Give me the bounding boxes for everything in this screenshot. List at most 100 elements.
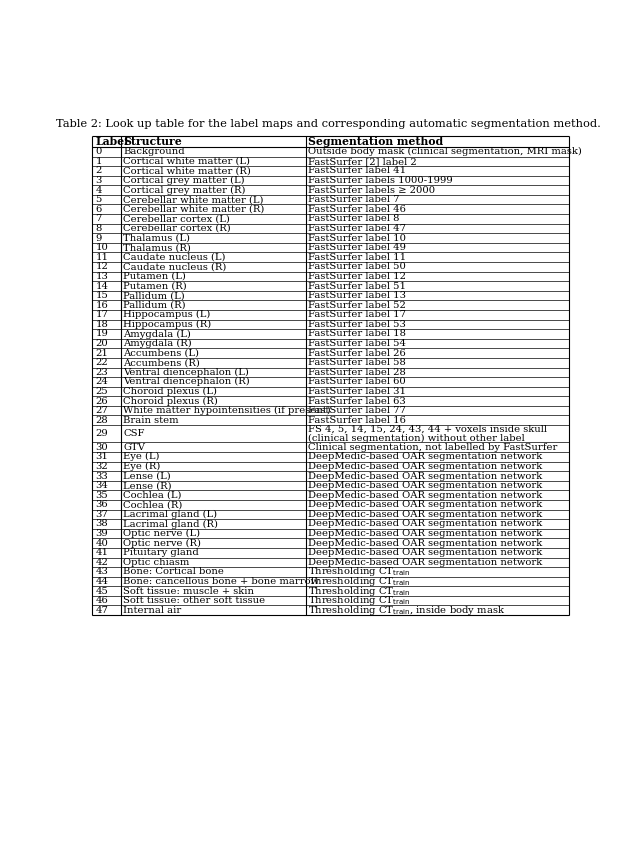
Text: 15: 15 <box>95 291 108 300</box>
Text: Pallidum (L): Pallidum (L) <box>123 291 185 300</box>
Text: FastSurfer label 46: FastSurfer label 46 <box>308 205 406 214</box>
Text: FastSurfer label 26: FastSurfer label 26 <box>308 349 405 358</box>
Text: 1: 1 <box>95 157 102 166</box>
Text: White matter hypointensities (if present): White matter hypointensities (if present… <box>123 406 331 415</box>
Text: Internal air: Internal air <box>123 606 181 615</box>
Text: Background: Background <box>123 148 185 156</box>
Text: Lense (L): Lense (L) <box>123 471 171 481</box>
Text: FastSurfer label 54: FastSurfer label 54 <box>308 339 406 348</box>
Text: FastSurfer label 51: FastSurfer label 51 <box>308 281 406 291</box>
Text: FastSurfer label 58: FastSurfer label 58 <box>308 358 406 367</box>
Text: Eye (R): Eye (R) <box>123 462 161 471</box>
Text: Putamen (R): Putamen (R) <box>123 281 187 291</box>
Text: 0: 0 <box>95 148 102 156</box>
Text: Choroid plexus (R): Choroid plexus (R) <box>123 397 218 405</box>
Text: FastSurfer label 52: FastSurfer label 52 <box>308 300 406 310</box>
Text: DeepMedic-based OAR segmentation network: DeepMedic-based OAR segmentation network <box>308 549 542 557</box>
Text: 46: 46 <box>95 596 108 605</box>
Text: 22: 22 <box>95 358 108 367</box>
Text: 31: 31 <box>95 452 108 461</box>
Text: 21: 21 <box>95 349 108 358</box>
Text: 14: 14 <box>95 281 108 291</box>
Text: 19: 19 <box>95 330 108 339</box>
Text: 37: 37 <box>95 510 108 519</box>
Text: 8: 8 <box>95 224 102 233</box>
Text: FastSurfer label 60: FastSurfer label 60 <box>308 378 405 386</box>
Text: Bone: cancellous bone + bone marrow: Bone: cancellous bone + bone marrow <box>123 577 319 586</box>
Text: 9: 9 <box>95 233 102 242</box>
Text: FastSurfer label 31: FastSurfer label 31 <box>308 387 406 396</box>
Text: Thresholding CT$_\mathrm{train}$: Thresholding CT$_\mathrm{train}$ <box>308 575 410 588</box>
Text: 42: 42 <box>95 558 108 567</box>
Text: Lacrimal gland (L): Lacrimal gland (L) <box>123 510 217 519</box>
Text: Cortical grey matter (L): Cortical grey matter (L) <box>123 176 244 185</box>
Text: Cerebellar white matter (R): Cerebellar white matter (R) <box>123 205 264 214</box>
Text: 30: 30 <box>95 443 108 451</box>
Text: 7: 7 <box>95 214 102 223</box>
Text: Pituitary gland: Pituitary gland <box>123 549 199 557</box>
Text: DeepMedic-based OAR segmentation network: DeepMedic-based OAR segmentation network <box>308 510 542 519</box>
Text: 13: 13 <box>95 272 108 281</box>
Text: 32: 32 <box>95 462 108 471</box>
Text: DeepMedic-based OAR segmentation network: DeepMedic-based OAR segmentation network <box>308 462 542 471</box>
Text: (clinical segmentation) without other label: (clinical segmentation) without other la… <box>308 434 524 443</box>
Text: Ventral diencephalon (L): Ventral diencephalon (L) <box>123 368 249 377</box>
Text: Accumbens (R): Accumbens (R) <box>123 358 200 367</box>
Text: Cortical grey matter (R): Cortical grey matter (R) <box>123 186 246 194</box>
Text: Thresholding CT$_\mathrm{train}$: Thresholding CT$_\mathrm{train}$ <box>308 585 410 597</box>
Text: FastSurfer label 12: FastSurfer label 12 <box>308 272 406 281</box>
Text: Ventral diencephalon (R): Ventral diencephalon (R) <box>123 378 250 386</box>
Text: FastSurfer label 17: FastSurfer label 17 <box>308 310 406 319</box>
Text: Cerebellar cortex (L): Cerebellar cortex (L) <box>123 214 230 223</box>
Text: FastSurfer label 16: FastSurfer label 16 <box>308 416 406 424</box>
Text: Optic nerve (L): Optic nerve (L) <box>123 529 200 538</box>
Text: 47: 47 <box>95 606 108 615</box>
Text: GTV: GTV <box>123 443 145 451</box>
Text: Amygdala (R): Amygdala (R) <box>123 339 192 348</box>
Text: DeepMedic-based OAR segmentation network: DeepMedic-based OAR segmentation network <box>308 490 542 500</box>
Text: 43: 43 <box>95 568 108 576</box>
Text: Thresholding CT$_\mathrm{train}$: Thresholding CT$_\mathrm{train}$ <box>308 595 410 608</box>
Text: Eye (L): Eye (L) <box>123 452 159 462</box>
Text: Pallidum (R): Pallidum (R) <box>123 300 186 310</box>
Text: 29: 29 <box>95 430 108 438</box>
Text: Cortical white matter (L): Cortical white matter (L) <box>123 157 250 166</box>
Text: 38: 38 <box>95 519 108 529</box>
Text: Cortical white matter (R): Cortical white matter (R) <box>123 167 251 175</box>
Text: 35: 35 <box>95 490 108 500</box>
Text: 41: 41 <box>95 549 108 557</box>
Text: Optic nerve (R): Optic nerve (R) <box>123 538 201 548</box>
Text: Optic chiasm: Optic chiasm <box>123 558 189 567</box>
Text: Cerebellar white matter (L): Cerebellar white matter (L) <box>123 195 264 204</box>
Text: 25: 25 <box>95 387 108 396</box>
Text: 6: 6 <box>95 205 102 214</box>
Text: 18: 18 <box>95 320 108 329</box>
Text: 24: 24 <box>95 378 108 386</box>
Text: Lense (R): Lense (R) <box>123 481 172 490</box>
Text: 34: 34 <box>95 481 108 490</box>
Text: Cochlea (L): Cochlea (L) <box>123 490 182 500</box>
Text: Segmentation method: Segmentation method <box>308 136 443 147</box>
Text: 33: 33 <box>95 471 108 481</box>
Text: FastSurfer label 7: FastSurfer label 7 <box>308 195 399 204</box>
Text: 27: 27 <box>95 406 108 415</box>
Text: FastSurfer label 49: FastSurfer label 49 <box>308 243 406 252</box>
Text: Lacrimal gland (R): Lacrimal gland (R) <box>123 519 218 529</box>
Text: 17: 17 <box>95 310 108 319</box>
Text: FastSurfer [2] label 2: FastSurfer [2] label 2 <box>308 157 417 166</box>
Text: Hippocampus (R): Hippocampus (R) <box>123 319 211 329</box>
Text: DeepMedic-based OAR segmentation network: DeepMedic-based OAR segmentation network <box>308 539 542 548</box>
Text: Cerebellar cortex (R): Cerebellar cortex (R) <box>123 224 231 233</box>
Text: 5: 5 <box>95 195 102 204</box>
Text: DeepMedic-based OAR segmentation network: DeepMedic-based OAR segmentation network <box>308 452 542 461</box>
Text: FastSurfer label 47: FastSurfer label 47 <box>308 224 406 233</box>
Text: FastSurfer labels ≥ 2000: FastSurfer labels ≥ 2000 <box>308 186 435 194</box>
Text: 40: 40 <box>95 539 108 548</box>
Text: DeepMedic-based OAR segmentation network: DeepMedic-based OAR segmentation network <box>308 471 542 481</box>
Text: 36: 36 <box>95 500 108 510</box>
Text: Table 2: Look up table for the label maps and corresponding automatic segmentati: Table 2: Look up table for the label map… <box>56 119 600 128</box>
Text: DeepMedic-based OAR segmentation network: DeepMedic-based OAR segmentation network <box>308 529 542 538</box>
Text: 45: 45 <box>95 587 108 595</box>
Text: FS 4, 5, 14, 15, 24, 43, 44 + voxels inside skull: FS 4, 5, 14, 15, 24, 43, 44 + voxels ins… <box>308 424 547 434</box>
Text: FastSurfer label 10: FastSurfer label 10 <box>308 233 406 242</box>
